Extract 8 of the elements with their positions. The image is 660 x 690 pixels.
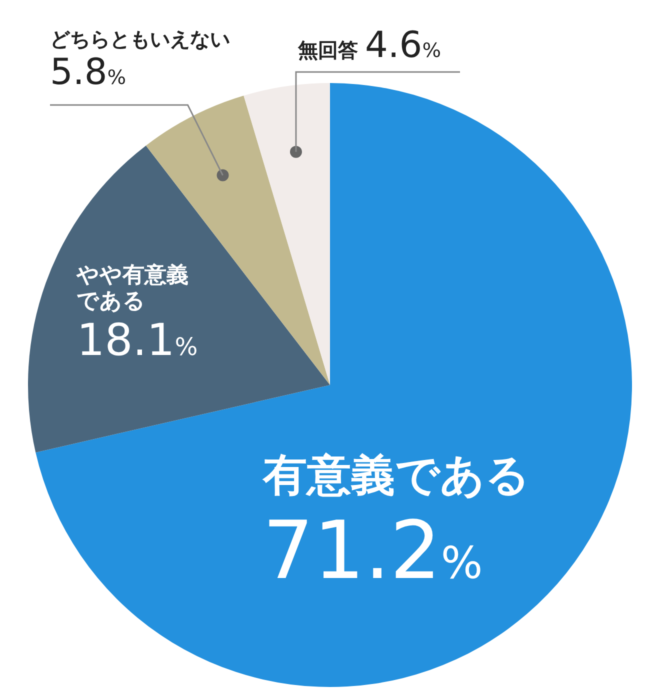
- slice-label: どちらともいえない: [50, 26, 230, 50]
- slice-label: 有意義である: [262, 450, 530, 503]
- data-label: 5.8%: [50, 50, 128, 94]
- data-label: 71.2%: [262, 502, 484, 599]
- slice-label: 無回答: [298, 38, 358, 62]
- data-label: 18.1%: [76, 315, 198, 368]
- slice-label: やや有意義である: [76, 262, 190, 316]
- data-label: 4.6%: [364, 24, 441, 66]
